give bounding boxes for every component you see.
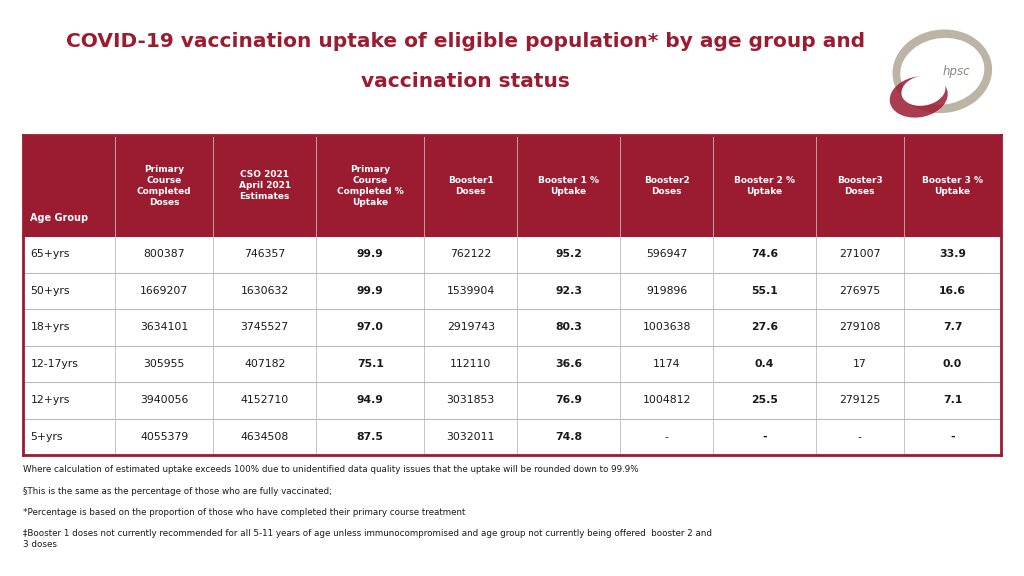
Text: Booster 2 %
Uptake: Booster 2 % Uptake	[734, 176, 795, 196]
Bar	[316, 135, 424, 236]
Text: Where calculation of estimated uptake exceeds 100% due to unidentified data qual: Where calculation of estimated uptake ex…	[23, 465, 638, 475]
Bar	[23, 309, 1001, 346]
Text: 2919743: 2919743	[446, 323, 495, 332]
Bar	[517, 135, 621, 236]
Text: 65+yrs: 65+yrs	[31, 249, 70, 259]
Text: 92.3: 92.3	[555, 286, 583, 296]
Bar	[213, 135, 316, 236]
Text: CSO 2021
April 2021
Estimates: CSO 2021 April 2021 Estimates	[239, 170, 291, 201]
Text: 3032011: 3032011	[446, 432, 495, 442]
Text: 99.9: 99.9	[357, 286, 384, 296]
Text: 1539904: 1539904	[446, 286, 495, 296]
Text: 1003638: 1003638	[642, 323, 691, 332]
Text: 305955: 305955	[143, 359, 185, 369]
Text: 4055379: 4055379	[140, 432, 188, 442]
Text: 55.1: 55.1	[751, 286, 778, 296]
Text: 276975: 276975	[839, 286, 881, 296]
Ellipse shape	[901, 75, 945, 106]
Text: 112110: 112110	[451, 359, 492, 369]
Text: -: -	[665, 432, 669, 442]
Text: 75.1: 75.1	[357, 359, 384, 369]
Text: *Percentage is based on the proportion of those who have completed their primary: *Percentage is based on the proportion o…	[23, 508, 465, 517]
Bar	[816, 135, 903, 236]
Text: 12+yrs: 12+yrs	[31, 395, 70, 406]
Bar	[23, 346, 1001, 382]
Text: 3634101: 3634101	[140, 323, 188, 332]
Text: vaccination status: vaccination status	[361, 72, 570, 91]
Text: §This is the same as the percentage of those who are fully vaccinated;: §This is the same as the percentage of t…	[23, 487, 332, 496]
Text: 99.9: 99.9	[357, 249, 384, 259]
Text: 12-17yrs: 12-17yrs	[31, 359, 78, 369]
Text: 0.4: 0.4	[755, 359, 774, 369]
Text: 271007: 271007	[839, 249, 881, 259]
Text: 87.5: 87.5	[357, 432, 384, 442]
Text: COVID-19 vaccination uptake of eligible population* by age group and: COVID-19 vaccination uptake of eligible …	[67, 32, 865, 51]
Text: 1669207: 1669207	[140, 286, 188, 296]
Text: 919896: 919896	[646, 286, 687, 296]
Text: 18+yrs: 18+yrs	[31, 323, 70, 332]
Text: 4634508: 4634508	[241, 432, 289, 442]
Text: Booster3
Doses: Booster3 Doses	[837, 176, 883, 196]
Text: Booster 1 %
Uptake: Booster 1 % Uptake	[539, 176, 599, 196]
Text: 3745527: 3745527	[241, 323, 289, 332]
Bar	[903, 135, 1001, 236]
Text: 5+yrs: 5+yrs	[31, 432, 62, 442]
Bar	[713, 135, 816, 236]
Ellipse shape	[890, 76, 948, 118]
Text: 17: 17	[853, 359, 866, 369]
Text: -: -	[950, 432, 954, 442]
Text: 94.9: 94.9	[357, 395, 384, 406]
Text: 5: 5	[992, 556, 1001, 569]
Bar	[116, 135, 213, 236]
Text: 16.6: 16.6	[939, 286, 966, 296]
Text: 36.6: 36.6	[555, 359, 583, 369]
Bar	[424, 135, 517, 236]
Bar	[23, 382, 1001, 419]
Bar	[621, 135, 713, 236]
Text: Booster1
Doses: Booster1 Doses	[447, 176, 494, 196]
Text: 4152710: 4152710	[241, 395, 289, 406]
Text: 7.1: 7.1	[943, 395, 963, 406]
Text: 33.9: 33.9	[939, 249, 966, 259]
Text: 3031853: 3031853	[446, 395, 495, 406]
Text: 97.0: 97.0	[357, 323, 384, 332]
Bar	[23, 236, 1001, 272]
Text: 74.6: 74.6	[751, 249, 778, 259]
Text: Booster 3 %
Uptake: Booster 3 % Uptake	[922, 176, 983, 196]
Text: 596947: 596947	[646, 249, 687, 259]
Text: 27.6: 27.6	[751, 323, 778, 332]
Ellipse shape	[900, 38, 984, 105]
Text: 1004812: 1004812	[642, 395, 691, 406]
Text: 3940056: 3940056	[140, 395, 188, 406]
Text: -: -	[762, 432, 767, 442]
Text: 74.8: 74.8	[555, 432, 583, 442]
Text: -: -	[858, 432, 862, 442]
Text: 7.7: 7.7	[943, 323, 963, 332]
Bar	[23, 419, 1001, 455]
Text: 25.5: 25.5	[751, 395, 778, 406]
Text: 50+yrs: 50+yrs	[31, 286, 70, 296]
Bar	[23, 135, 116, 236]
Text: 746357: 746357	[244, 249, 286, 259]
Ellipse shape	[893, 29, 992, 113]
Text: 762122: 762122	[451, 249, 492, 259]
Text: 279108: 279108	[839, 323, 881, 332]
Text: 279125: 279125	[839, 395, 881, 406]
Text: 1174: 1174	[653, 359, 680, 369]
Text: 1630632: 1630632	[241, 286, 289, 296]
Text: 95.2: 95.2	[555, 249, 582, 259]
Text: 0.0: 0.0	[943, 359, 963, 369]
Bar	[23, 272, 1001, 309]
Text: Age Group: Age Group	[31, 213, 88, 223]
Text: Primary
Course
Completed
Doses: Primary Course Completed Doses	[137, 165, 191, 207]
Text: hpsc: hpsc	[943, 65, 970, 78]
Text: Primary
Course
Completed %
Uptake: Primary Course Completed % Uptake	[337, 165, 403, 207]
Text: 76.9: 76.9	[555, 395, 583, 406]
Text: Booster2
Doses: Booster2 Doses	[644, 176, 689, 196]
Text: 800387: 800387	[143, 249, 185, 259]
Text: 80.3: 80.3	[555, 323, 582, 332]
Text: ‡Booster 1 doses not currently recommended for all 5-11 years of age unless immu: ‡Booster 1 doses not currently recommend…	[23, 529, 712, 549]
Text: 407182: 407182	[244, 359, 286, 369]
